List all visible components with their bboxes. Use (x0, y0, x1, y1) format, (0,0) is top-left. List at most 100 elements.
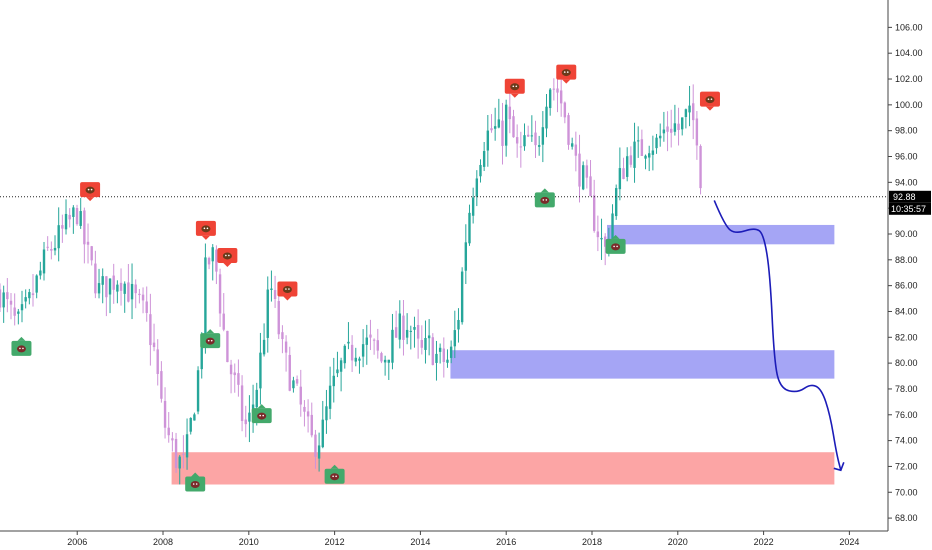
candle-body (226, 330, 229, 363)
badge-pointer (611, 234, 620, 239)
buy-signal-badge (200, 329, 221, 349)
candle-body (424, 337, 427, 350)
bull-icon (205, 337, 215, 345)
candle-body (292, 380, 295, 389)
bear-icon-eye (707, 98, 710, 100)
candle-body (659, 135, 662, 139)
candle-body (416, 324, 420, 339)
bull-icon-eye (262, 414, 264, 417)
projection-layer (713, 200, 845, 472)
y-tick-label: 74.00 (895, 436, 918, 446)
candle-body (402, 315, 405, 340)
candle-body (193, 414, 196, 421)
candle-body (50, 248, 53, 251)
candle-body (237, 373, 240, 385)
bear-icon-eye (90, 188, 93, 191)
bull-icon-eye (332, 475, 334, 478)
candle-body (526, 134, 530, 137)
candle-body (328, 385, 332, 409)
candle-body (501, 120, 504, 146)
candle-body (420, 340, 423, 348)
candle-body (116, 284, 119, 292)
candle-body (108, 278, 112, 295)
candle-body (585, 165, 589, 178)
badge-pointer (257, 404, 266, 409)
y-tick-label: 78.00 (895, 384, 918, 394)
candle-body (211, 247, 214, 262)
candle-body (266, 289, 269, 338)
projection-curve (713, 200, 842, 471)
candle-body (438, 347, 442, 352)
y-tick-label: 98.00 (895, 126, 918, 136)
candle-body (273, 290, 277, 299)
bear-icon (561, 69, 571, 77)
candle-body (365, 337, 368, 345)
candle-body (123, 283, 126, 294)
candle-body (515, 137, 519, 144)
bear-icon (222, 252, 232, 260)
candle-body (589, 176, 592, 197)
x-axis: 2006 2008 2010 2012 2014 2016 2018 2020 2022 2024 (67, 531, 859, 547)
badge-pointer (705, 106, 714, 111)
candle-body (405, 329, 409, 338)
candle-body (603, 236, 607, 247)
price-tags: 92.88 10:35:57 (889, 190, 931, 215)
candle-body (695, 118, 699, 146)
candle-body (222, 313, 225, 330)
countdown-label: 10:35:57 (891, 204, 926, 214)
candle-body (482, 151, 486, 167)
candle-body (592, 195, 596, 231)
candle-body (336, 369, 339, 374)
candle-body (24, 297, 27, 302)
candle-body (677, 123, 680, 131)
bull-icon-eye (259, 414, 261, 417)
candle-body (270, 288, 273, 290)
candle-body (145, 301, 148, 313)
badge-pointer (510, 93, 519, 98)
badge-pointer (201, 235, 210, 240)
zones-layer (171, 224, 835, 485)
candle-body (523, 135, 526, 147)
bull-icon-eye (19, 347, 21, 350)
candle-body (86, 241, 90, 245)
projection-arrowhead (833, 462, 845, 472)
candle-body (310, 414, 313, 436)
bear-icon-eye (285, 288, 287, 290)
candle-body (218, 274, 222, 314)
last-price-tag (889, 190, 931, 203)
candle-body (453, 330, 457, 347)
bear-icon (510, 83, 520, 91)
candle-body (449, 346, 453, 358)
candle-body (490, 128, 493, 131)
candle-body (97, 283, 101, 294)
candle-body (317, 445, 321, 459)
candle-body (207, 257, 211, 265)
candle-body (464, 242, 468, 271)
bear-icon-eye (710, 98, 713, 100)
candle-body (277, 301, 280, 335)
x-tick-label: 2008 (153, 537, 173, 547)
candle-body (2, 292, 5, 308)
candle-body (178, 456, 181, 469)
candle-body (681, 117, 684, 130)
candle-body (295, 379, 299, 384)
candle-body (369, 334, 372, 338)
candle-body (119, 282, 123, 291)
candle-body (57, 225, 60, 249)
buy-signal-badge (324, 464, 345, 484)
candle-body (574, 144, 578, 156)
candle-body (596, 231, 600, 238)
candle-body (512, 116, 515, 138)
bull-icon (16, 345, 26, 353)
y-tick-label: 86.00 (895, 281, 918, 291)
candle-body (383, 359, 387, 363)
candle-body (160, 371, 163, 399)
candle-body (17, 311, 20, 314)
badge-pointer (86, 197, 95, 202)
bear-icon-eye (566, 71, 569, 73)
bear-icon-eye (206, 227, 209, 230)
candle-body (42, 249, 46, 274)
candle-body (196, 370, 200, 412)
candle-body (31, 293, 35, 296)
